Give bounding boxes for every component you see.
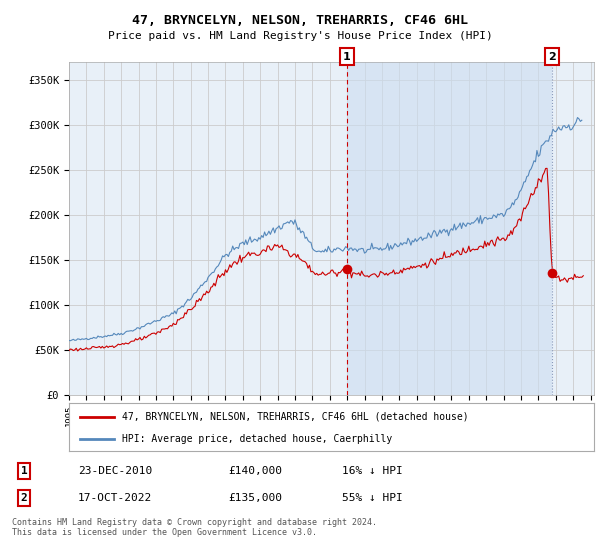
Text: 1: 1 — [343, 52, 350, 62]
Text: 47, BRYNCELYN, NELSON, TREHARRIS, CF46 6HL: 47, BRYNCELYN, NELSON, TREHARRIS, CF46 6… — [132, 14, 468, 27]
Text: Price paid vs. HM Land Registry's House Price Index (HPI): Price paid vs. HM Land Registry's House … — [107, 31, 493, 41]
Text: 23-DEC-2010: 23-DEC-2010 — [78, 466, 152, 477]
Text: 2: 2 — [20, 493, 28, 503]
Text: 16% ↓ HPI: 16% ↓ HPI — [342, 466, 403, 477]
Text: HPI: Average price, detached house, Caerphilly: HPI: Average price, detached house, Caer… — [121, 434, 392, 444]
Text: 55% ↓ HPI: 55% ↓ HPI — [342, 493, 403, 503]
Text: 47, BRYNCELYN, NELSON, TREHARRIS, CF46 6HL (detached house): 47, BRYNCELYN, NELSON, TREHARRIS, CF46 6… — [121, 412, 468, 422]
Text: Contains HM Land Registry data © Crown copyright and database right 2024.
This d: Contains HM Land Registry data © Crown c… — [12, 518, 377, 538]
Bar — [347, 62, 552, 395]
Text: 17-OCT-2022: 17-OCT-2022 — [78, 493, 152, 503]
Text: £140,000: £140,000 — [228, 466, 282, 477]
Text: 1: 1 — [20, 466, 28, 477]
Text: £135,000: £135,000 — [228, 493, 282, 503]
Text: 2: 2 — [548, 52, 556, 62]
